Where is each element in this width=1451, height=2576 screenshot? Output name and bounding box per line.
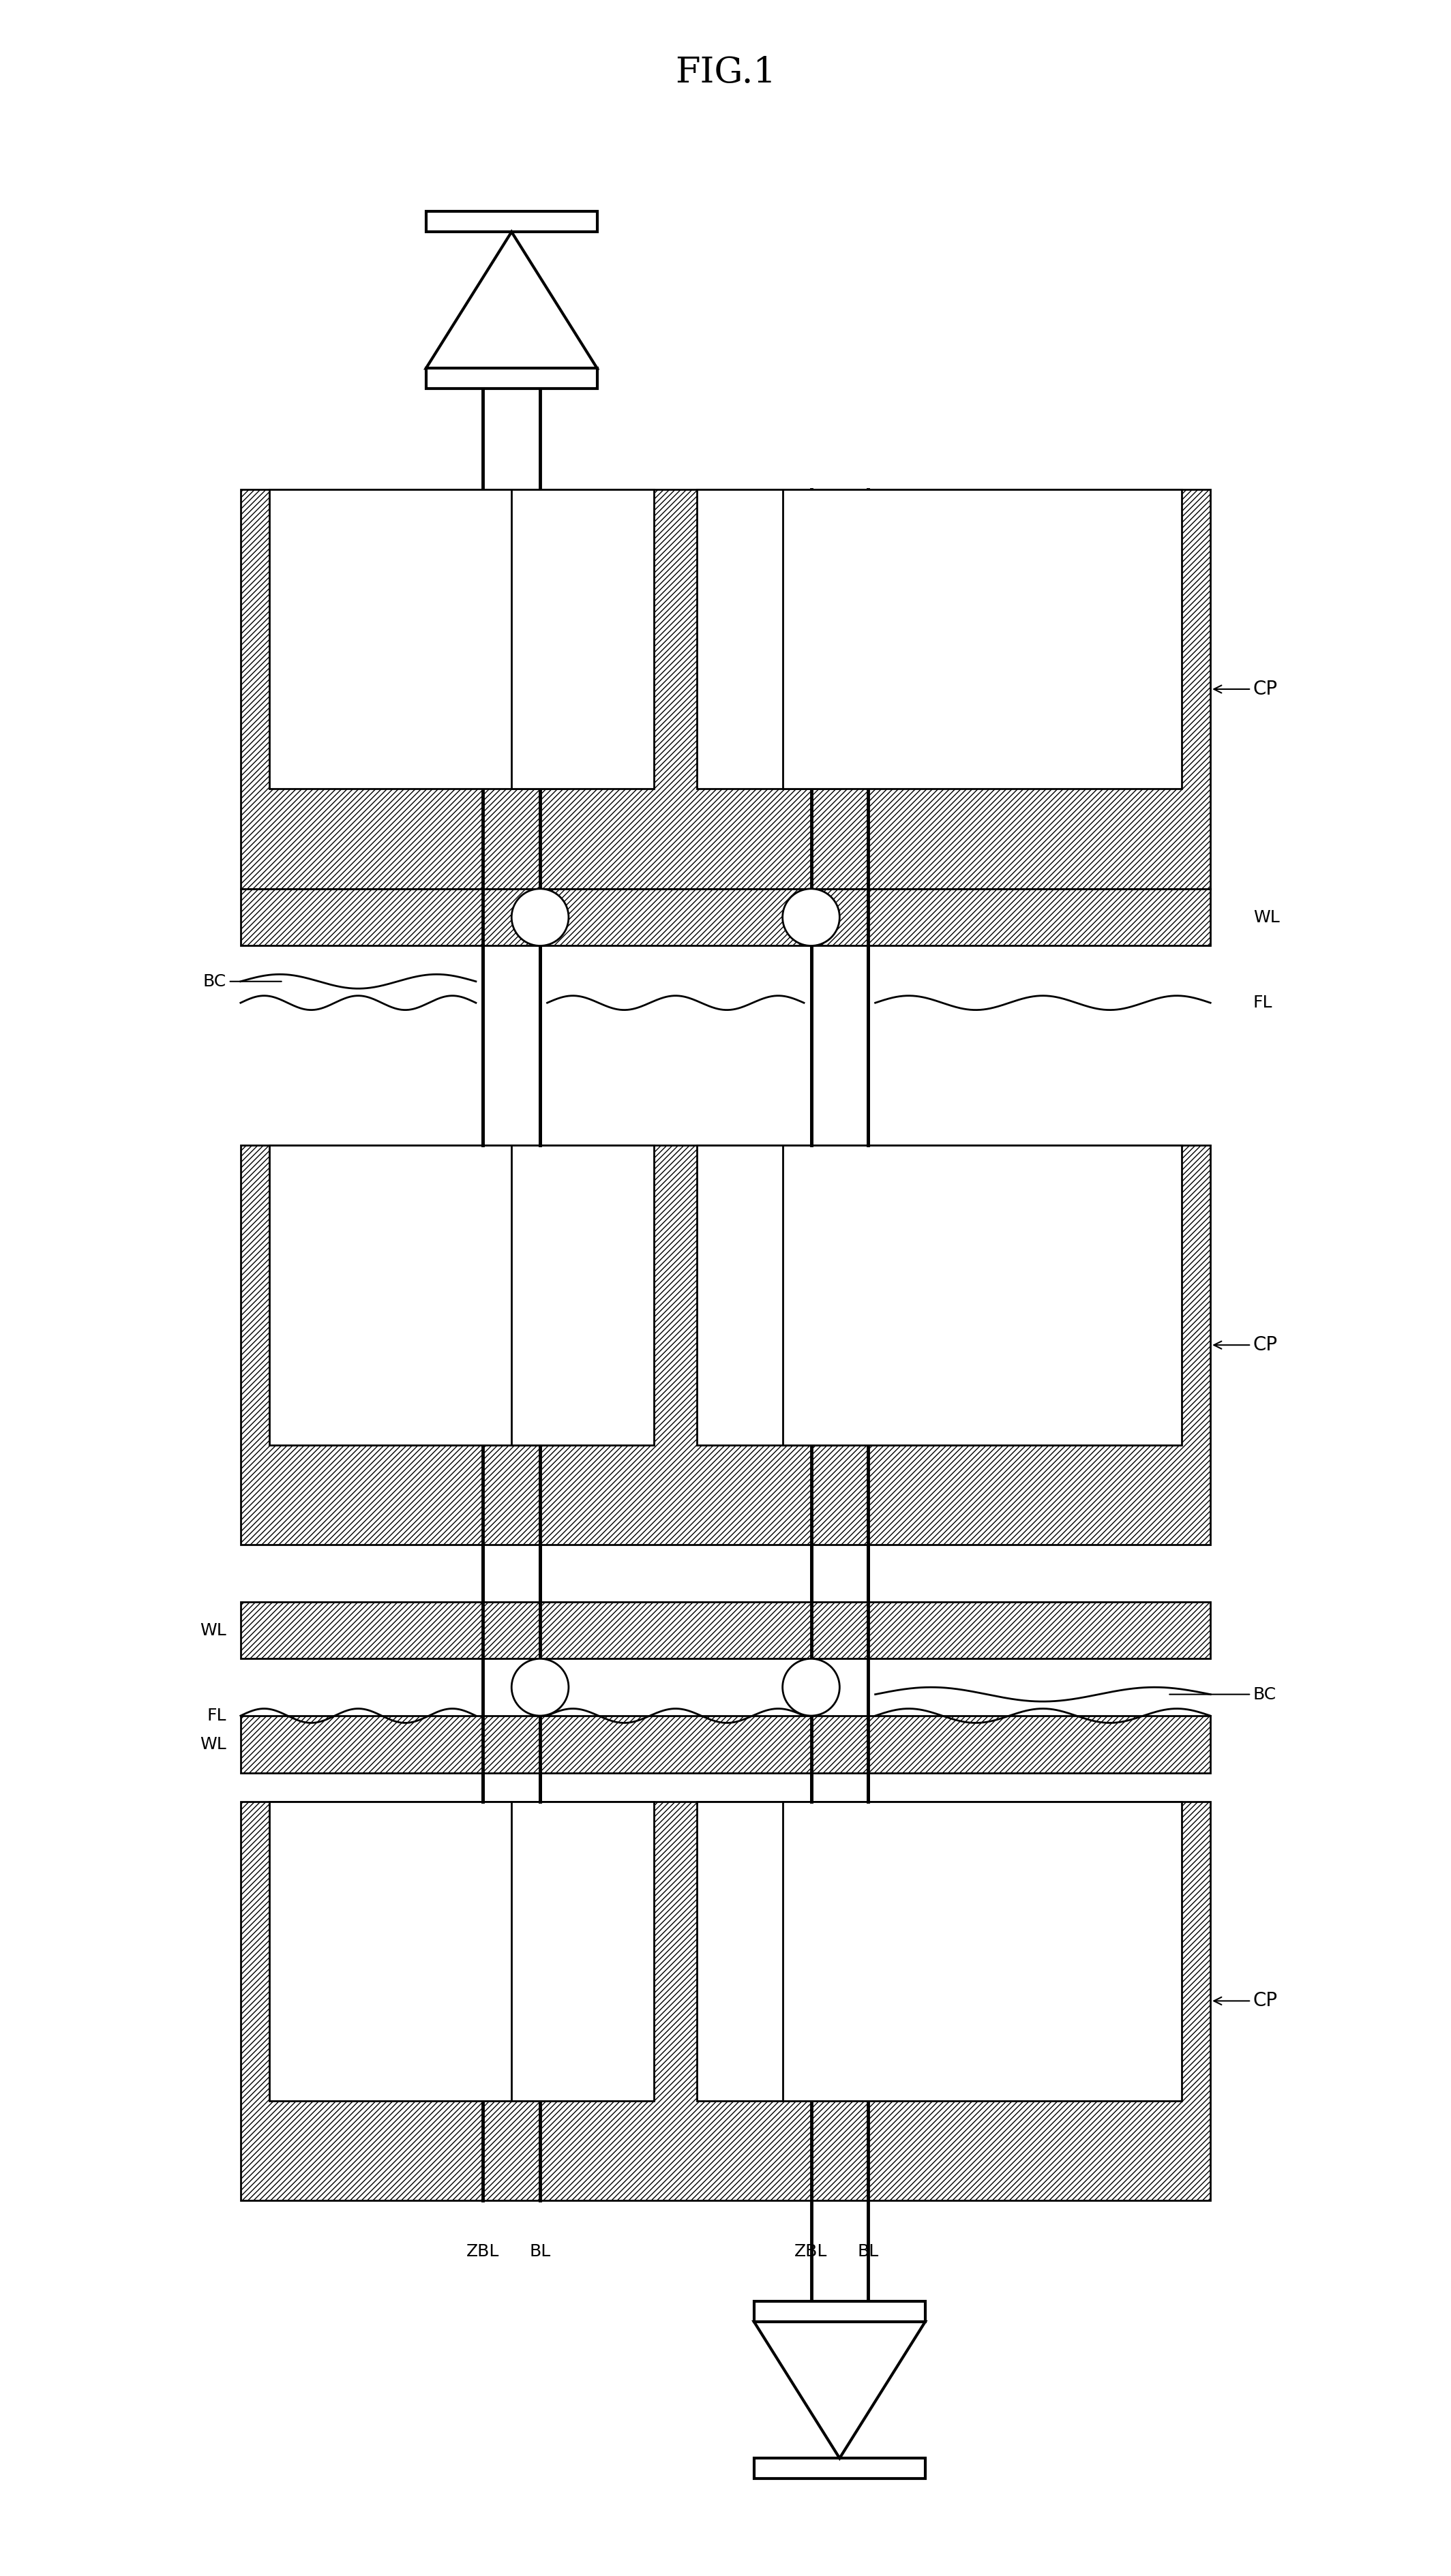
Bar [427, 368, 598, 389]
Text: BL: BL [530, 2244, 551, 2259]
Bar [241, 489, 1210, 889]
Circle shape [782, 1659, 840, 1716]
Bar [755, 2300, 926, 2321]
Bar [512, 489, 654, 788]
Text: WL: WL [1254, 909, 1280, 925]
Text: WL: WL [200, 1623, 226, 1638]
Text: CP: CP [1214, 1991, 1278, 2009]
Bar [696, 489, 840, 788]
Bar [268, 1146, 569, 1445]
Text: FIG.1: FIG.1 [675, 57, 776, 90]
Circle shape [512, 1659, 569, 1716]
Circle shape [782, 889, 840, 945]
Bar [782, 489, 1183, 788]
Text: ZBL: ZBL [795, 2244, 827, 2259]
Bar [241, 1602, 1210, 1659]
Text: FL: FL [207, 1708, 226, 1723]
Bar [241, 1146, 1210, 1546]
Text: FL: FL [1254, 994, 1273, 1010]
Bar [241, 889, 1210, 945]
Bar [512, 1146, 654, 1445]
Bar [696, 1801, 840, 2102]
Text: BL: BL [858, 2244, 879, 2259]
Bar [755, 2458, 926, 2478]
Polygon shape [755, 2321, 926, 2458]
Bar [782, 1801, 1183, 2102]
Bar [512, 1801, 654, 2102]
Text: BC: BC [1170, 1687, 1277, 1703]
Bar [696, 1146, 840, 1445]
Bar [782, 1146, 1183, 1445]
Bar [268, 489, 569, 788]
Text: CP: CP [1214, 1334, 1278, 1355]
Circle shape [512, 889, 569, 945]
Text: ZBL: ZBL [467, 2244, 499, 2259]
Polygon shape [427, 232, 598, 368]
Bar [241, 1716, 1210, 1772]
Text: BC: BC [203, 974, 281, 989]
Bar [268, 1801, 569, 2102]
Bar [241, 1801, 1210, 2200]
Text: CP: CP [1214, 680, 1278, 698]
Bar [427, 211, 598, 232]
Text: WL: WL [200, 1736, 226, 1752]
